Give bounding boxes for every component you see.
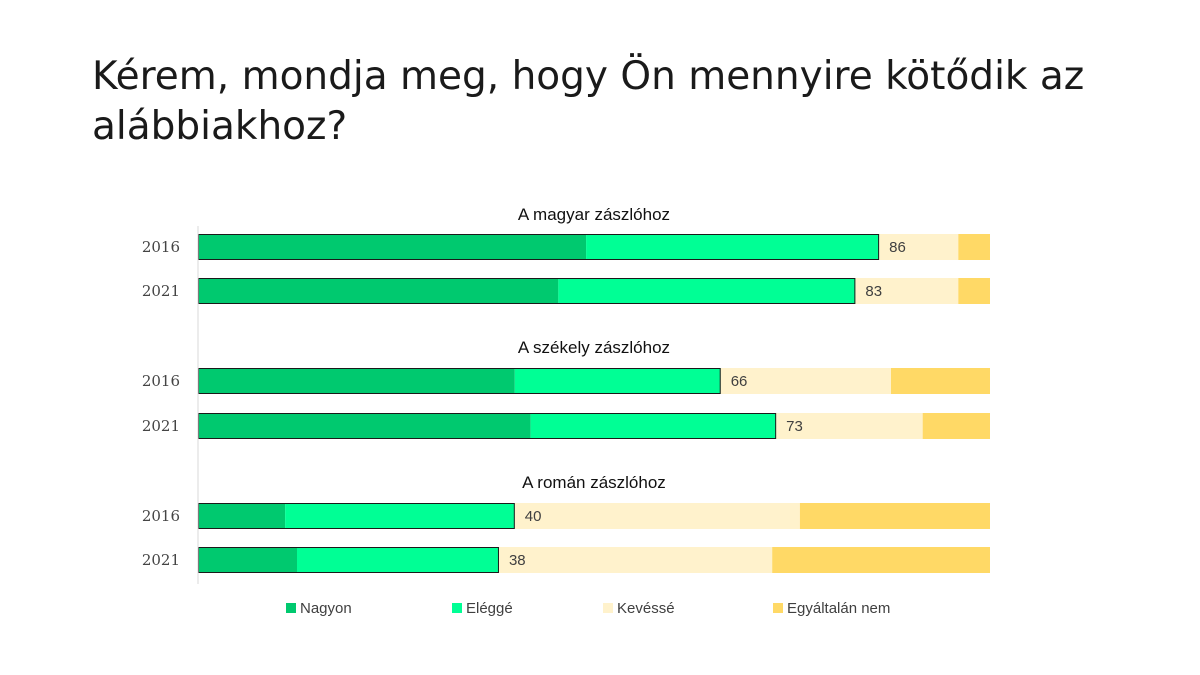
bar-group-3: A román zászlóhoz 2016 40 2021 38 — [142, 473, 990, 573]
legend-item-elegge: Eléggé — [452, 600, 513, 617]
bar-segment-egyaltalan-nem — [772, 547, 990, 573]
legend-label: Kevéssé — [617, 600, 675, 617]
bar-segment-kevesse — [514, 503, 800, 529]
bar-segment-kevesse — [879, 234, 959, 260]
legend-item-egyaltalan-nem: Egyáltalán nem — [773, 600, 890, 617]
slide-title: Kérem, mondja meg, hogy Ön mennyire kötő… — [92, 54, 1085, 149]
legend-swatch — [452, 603, 462, 613]
bar-segment-egyaltalan-nem — [958, 278, 990, 304]
group-title: A székely zászlóhoz — [518, 338, 670, 357]
bar-segment-nagyon — [198, 547, 297, 573]
year-label: 2021 — [142, 551, 180, 569]
bar-segment-kevesse — [776, 413, 923, 439]
legend-item-kevesse: Kevéssé — [603, 600, 675, 617]
legend-swatch — [603, 603, 613, 613]
year-label: 2021 — [142, 282, 180, 300]
legend-label: Nagyon — [300, 600, 352, 617]
bar-segment-nagyon — [198, 234, 587, 260]
bar-group-2: A székely zászlóhoz 2016 66 2021 73 — [142, 338, 990, 439]
bar-segment-nagyon — [198, 503, 286, 529]
bar-segment-elegge — [514, 368, 721, 394]
year-label: 2021 — [142, 417, 180, 435]
bar-segment-nagyon — [198, 278, 559, 304]
value-label: 66 — [731, 373, 748, 390]
bar-segment-egyaltalan-nem — [799, 503, 990, 529]
value-label: 73 — [786, 418, 803, 435]
bar-segment-egyaltalan-nem — [958, 234, 990, 260]
value-label: 86 — [889, 239, 906, 256]
legend-swatch — [773, 603, 783, 613]
bar-segment-elegge — [530, 413, 777, 439]
year-label: 2016 — [142, 372, 180, 390]
bar-segment-elegge — [297, 547, 499, 573]
bars-layer: A magyar zászlóhoz 2016 86 2021 83 A székely … — [142, 205, 990, 573]
bar-segment-egyaltalan-nem — [922, 413, 990, 439]
bar-segment-nagyon — [198, 368, 515, 394]
bar-segment-elegge — [558, 278, 856, 304]
bar-segment-elegge — [586, 234, 880, 260]
legend-item-nagyon: Nagyon — [286, 600, 352, 617]
group-title: A román zászlóhoz — [522, 473, 666, 492]
bar-segment-elegge — [285, 503, 515, 529]
bar-segment-kevesse — [855, 278, 959, 304]
value-label: 40 — [525, 508, 542, 525]
year-label: 2016 — [142, 507, 180, 525]
legend-swatch — [286, 603, 296, 613]
year-label: 2016 — [142, 238, 180, 256]
value-label: 83 — [865, 283, 882, 300]
bar-segment-nagyon — [198, 413, 531, 439]
bar-segment-kevesse — [498, 547, 773, 573]
bar-segment-egyaltalan-nem — [891, 368, 990, 394]
value-label: 38 — [509, 552, 526, 569]
legend-label: Eléggé — [466, 600, 513, 617]
legend-label: Egyáltalán nem — [787, 600, 890, 617]
bar-segment-kevesse — [720, 368, 891, 394]
legend: Nagyon Eléggé Kevéssé Egyáltalán nem — [286, 600, 890, 617]
group-title: A magyar zászlóhoz — [518, 205, 670, 224]
bar-group-1: A magyar zászlóhoz 2016 86 2021 83 — [142, 205, 990, 304]
